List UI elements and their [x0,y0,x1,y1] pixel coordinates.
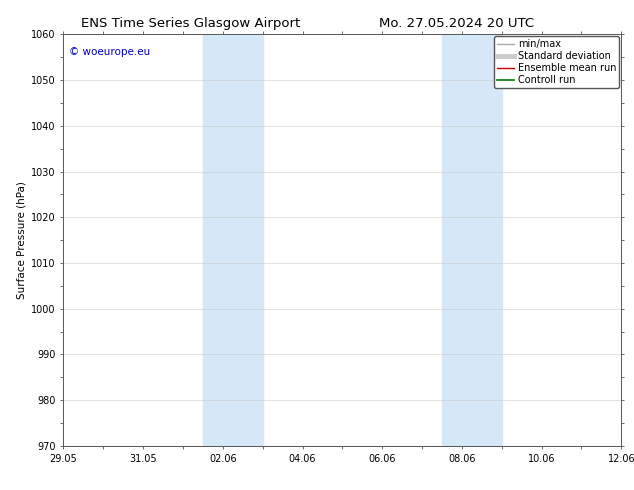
Bar [203,34,262,446]
Bar [442,34,501,446]
Y-axis label: Surface Pressure (hPa): Surface Pressure (hPa) [17,181,27,299]
Text: Mo. 27.05.2024 20 UTC: Mo. 27.05.2024 20 UTC [379,17,534,30]
Text: ENS Time Series Glasgow Airport: ENS Time Series Glasgow Airport [81,17,300,30]
Legend: min/max, Standard deviation, Ensemble mean run, Controll run: min/max, Standard deviation, Ensemble me… [494,36,619,88]
Text: © woeurope.eu: © woeurope.eu [69,47,150,57]
